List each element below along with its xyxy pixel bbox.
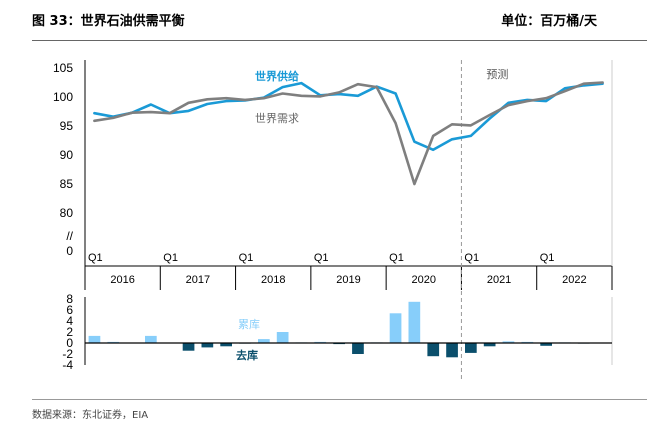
draw-bar xyxy=(427,343,440,357)
draw-bar xyxy=(465,343,477,353)
bar-y-tick-label: 2 xyxy=(66,325,73,339)
draw-bar xyxy=(352,343,364,354)
build-bar xyxy=(258,339,270,343)
y-tick-label: // xyxy=(66,229,73,243)
quarter-label: Q1 xyxy=(464,252,479,264)
bar-y-tick-label: 0 xyxy=(66,336,73,350)
build-bar xyxy=(276,332,289,343)
supply-series-label: 世界供给 xyxy=(255,69,299,83)
build-label: 累库 xyxy=(238,318,260,331)
y-tick-label: 80 xyxy=(60,206,74,220)
quarter-label: Q1 xyxy=(239,252,254,264)
year-label: 2022 xyxy=(562,274,586,286)
quarter-label: Q1 xyxy=(163,252,178,264)
build-bar xyxy=(88,335,101,344)
figure-title: 图 33：世界石油供需平衡 xyxy=(32,14,185,29)
draw-bar xyxy=(182,343,195,351)
build-bar xyxy=(502,341,515,343)
bar-y-tick-label: -2 xyxy=(62,347,73,361)
bar-y-tick-label: 4 xyxy=(66,314,73,328)
draw-bar xyxy=(220,343,232,347)
quarter-label: Q1 xyxy=(540,252,555,264)
build-bar xyxy=(145,335,157,344)
y-tick-label: 100 xyxy=(53,90,73,104)
year-label: 2016 xyxy=(110,274,134,286)
quarter-label: Q1 xyxy=(314,252,329,264)
build-bar xyxy=(389,313,402,343)
unit-label: 单位：百万桶/天 xyxy=(501,14,597,29)
y-tick-label: 95 xyxy=(60,119,74,133)
quarter-label: Q1 xyxy=(88,252,103,264)
header-rule xyxy=(32,40,647,41)
year-label: 2019 xyxy=(336,274,360,286)
demand-series-label: 世界需求 xyxy=(255,112,299,125)
bar-y-tick-label: 8 xyxy=(66,292,73,306)
y-tick-label: 90 xyxy=(60,148,74,162)
source-note: 数据来源：东北证券，EIA xyxy=(32,410,149,421)
quarter-label: Q1 xyxy=(389,252,404,264)
year-label: 2020 xyxy=(412,274,436,286)
forecast-label: 预测 xyxy=(486,68,508,81)
y-tick-label: 0 xyxy=(66,244,73,258)
draw-label: 去库 xyxy=(236,348,258,362)
bar-y-tick-label: 6 xyxy=(66,303,73,317)
footer-rule xyxy=(32,399,647,400)
year-label: 2017 xyxy=(186,274,210,286)
supply-line xyxy=(93,81,604,152)
year-label: 2021 xyxy=(487,274,511,286)
draw-bar xyxy=(540,343,552,346)
draw-bar xyxy=(483,343,496,347)
year-label: 2018 xyxy=(261,274,285,286)
draw-bar xyxy=(201,343,214,348)
build-bar xyxy=(408,301,421,344)
demand-line xyxy=(93,81,604,186)
draw-bar xyxy=(446,343,458,358)
bar-y-tick-label: -4 xyxy=(62,358,73,372)
y-tick-label: 105 xyxy=(53,61,73,75)
y-tick-label: 85 xyxy=(60,177,74,191)
